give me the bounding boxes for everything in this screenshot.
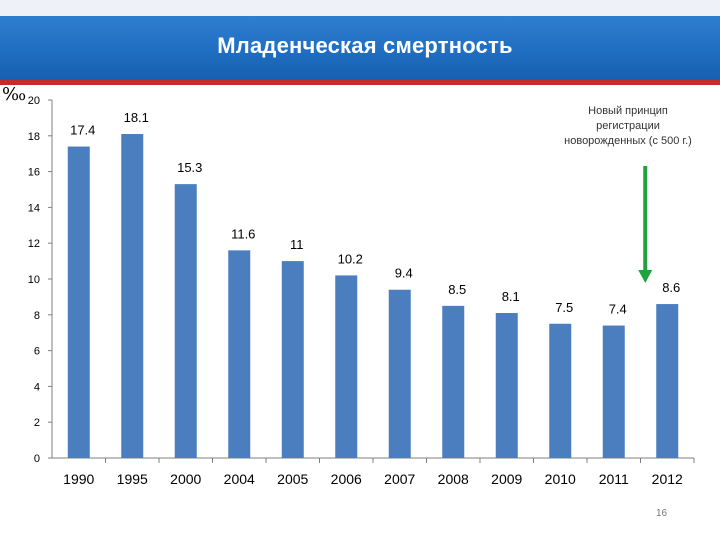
bar-2008 [442,305,465,458]
category-label-1995: 1995 [117,471,148,487]
y-tick-label: 4 [34,381,40,393]
category-label-2009: 2009 [491,471,522,487]
value-label-1990: 17.4 [70,123,95,138]
y-tick-label: 12 [28,238,40,250]
y-tick-label: 14 [28,202,40,214]
arrow-down-icon [638,270,653,283]
bar-2004 [228,250,251,458]
value-label-2012: 8.6 [662,280,680,295]
category-label-1990: 1990 [63,471,94,487]
category-label-2012: 2012 [652,471,683,487]
bar-2005 [281,261,304,458]
value-label-1995: 18.1 [124,110,149,125]
bar-2000 [174,184,197,458]
y-tick-label: 6 [34,346,40,358]
note-line-1: Новый принцип [588,105,668,117]
bar-2012 [656,304,679,458]
y-tick-label: 2 [34,417,40,429]
bar-2010 [549,323,572,458]
top-stripe [0,0,720,16]
registration-note: Новый принцип регистрации новорожденных … [546,104,710,149]
bar-1990 [67,146,90,459]
note-line-3: новорожденных (с 500 г.) [564,135,692,147]
y-axis-unit: ‰ [2,84,27,105]
note-line-2: регистрации [596,120,660,132]
value-label-2009: 8.1 [502,289,520,304]
bar-2011 [602,325,625,458]
y-tick-label: 16 [28,167,40,179]
value-label-2004: 11.6 [231,226,255,241]
category-label-2011: 2011 [599,471,629,487]
y-tick-label: 18 [28,131,40,143]
y-tick-label: 10 [28,274,40,286]
slide-title: Младенческая смертность [217,33,513,58]
category-label-2007: 2007 [384,471,415,487]
value-label-2011: 7.4 [609,302,627,317]
category-label-2010: 2010 [545,471,576,487]
bar-2009 [495,313,518,458]
category-label-2008: 2008 [438,471,469,487]
value-label-2008: 8.5 [448,282,466,297]
y-tick-label: 20 [28,95,40,107]
y-tick-label: 0 [34,453,40,465]
category-label-2004: 2004 [224,471,255,487]
value-label-2010: 7.5 [555,300,573,315]
page-number: 16 [656,508,668,519]
title-underline [0,80,720,85]
bar-2006 [335,275,358,458]
value-label-2000: 15.3 [177,160,202,175]
value-label-2005: 11 [290,237,304,252]
y-tick-label: 8 [34,310,40,322]
category-label-2000: 2000 [170,471,201,487]
bar-1995 [121,134,144,458]
value-label-2006: 10.2 [338,251,363,266]
category-label-2005: 2005 [277,471,308,487]
value-label-2007: 9.4 [395,266,413,281]
category-label-2006: 2006 [331,471,362,487]
bar-2007 [388,289,411,458]
title-bar [0,16,720,80]
